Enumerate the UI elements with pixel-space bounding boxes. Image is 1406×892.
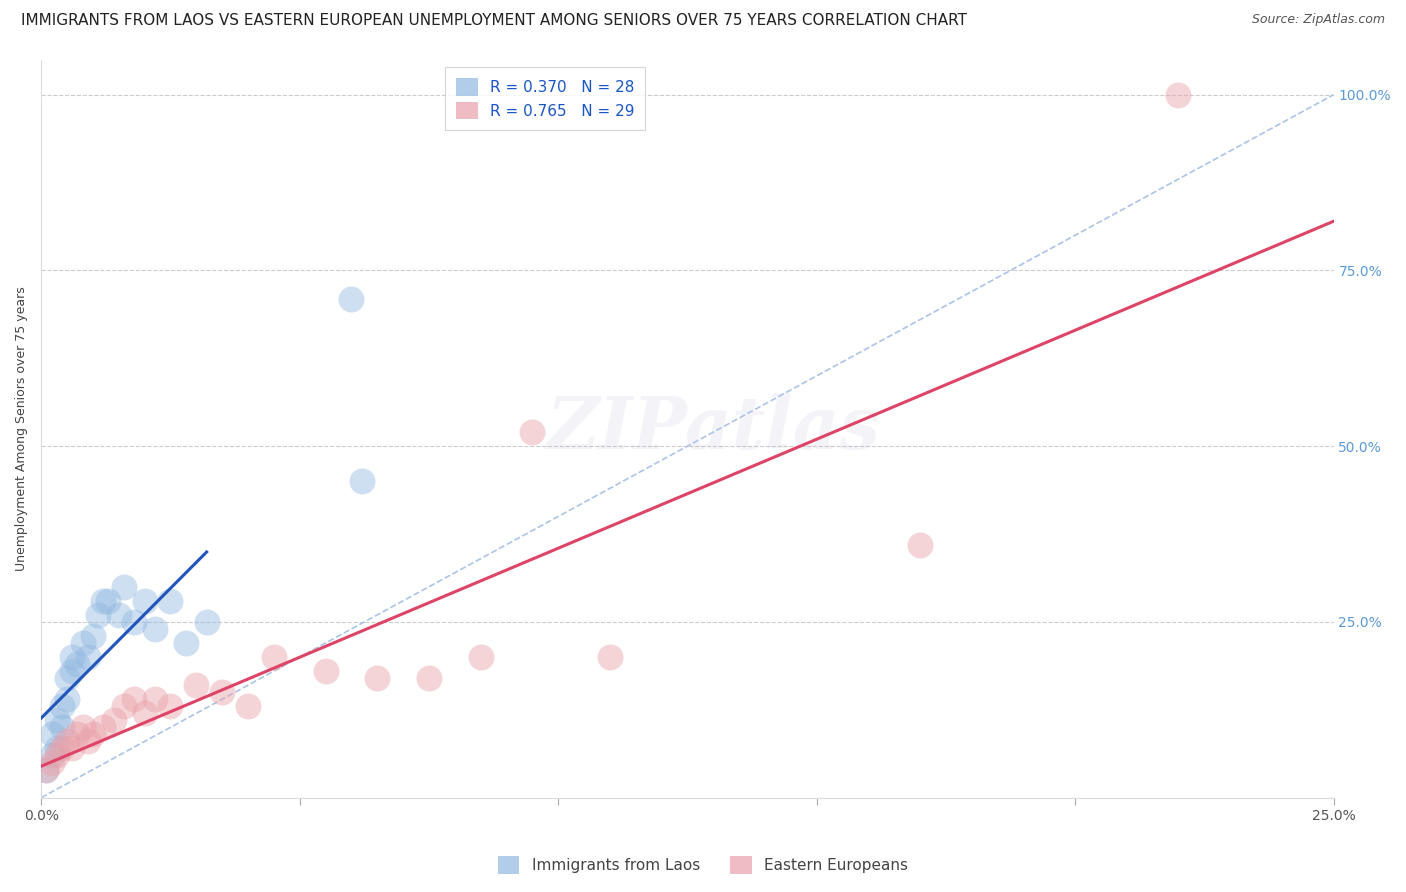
Point — [522, 425, 544, 439]
Y-axis label: Unemployment Among Seniors over 75 years: Unemployment Among Seniors over 75 years — [15, 286, 28, 571]
Point — [211, 685, 233, 699]
Point — [134, 594, 156, 608]
Text: IMMIGRANTS FROM LAOS VS EASTERN EUROPEAN UNEMPLOYMENT AMONG SENIORS OVER 75 YEAR: IMMIGRANTS FROM LAOS VS EASTERN EUROPEAN… — [21, 13, 967, 29]
Point — [60, 664, 83, 678]
Point — [122, 615, 145, 629]
Point — [66, 727, 89, 741]
Point — [45, 741, 67, 756]
Point — [174, 636, 197, 650]
Point — [41, 748, 63, 763]
Text: Source: ZipAtlas.com: Source: ZipAtlas.com — [1251, 13, 1385, 27]
Point — [1167, 87, 1189, 102]
Point — [66, 657, 89, 672]
Point — [51, 720, 73, 734]
Point — [41, 756, 63, 770]
Point — [72, 636, 94, 650]
Point — [82, 727, 104, 741]
Point — [470, 650, 492, 665]
Point — [112, 699, 135, 714]
Point — [60, 741, 83, 756]
Text: ZIPatlas: ZIPatlas — [546, 393, 880, 464]
Point — [87, 607, 110, 622]
Point — [143, 622, 166, 636]
Point — [60, 650, 83, 665]
Point — [91, 720, 114, 734]
Point — [159, 594, 181, 608]
Point — [103, 714, 125, 728]
Point — [112, 580, 135, 594]
Point — [45, 714, 67, 728]
Point — [56, 692, 79, 706]
Point — [97, 594, 120, 608]
Point — [143, 692, 166, 706]
Point — [51, 699, 73, 714]
Point — [195, 615, 218, 629]
Point — [82, 629, 104, 643]
Point — [315, 664, 337, 678]
Point — [418, 671, 440, 685]
Point — [134, 706, 156, 721]
Point — [91, 594, 114, 608]
Point — [236, 699, 259, 714]
Point — [72, 720, 94, 734]
Point — [107, 607, 129, 622]
Point — [45, 748, 67, 763]
Point — [599, 650, 621, 665]
Point — [340, 292, 363, 306]
Point — [159, 699, 181, 714]
Point — [41, 727, 63, 741]
Point — [56, 734, 79, 748]
Point — [263, 650, 285, 665]
Point — [122, 692, 145, 706]
Point — [76, 650, 98, 665]
Point — [350, 475, 373, 489]
Point — [35, 763, 58, 777]
Point — [908, 538, 931, 552]
Point — [76, 734, 98, 748]
Point — [186, 678, 208, 692]
Legend: R = 0.370   N = 28, R = 0.765   N = 29: R = 0.370 N = 28, R = 0.765 N = 29 — [446, 67, 645, 130]
Point — [35, 763, 58, 777]
Point — [56, 671, 79, 685]
Point — [51, 741, 73, 756]
Point — [366, 671, 388, 685]
Legend: Immigrants from Laos, Eastern Europeans: Immigrants from Laos, Eastern Europeans — [492, 850, 914, 880]
